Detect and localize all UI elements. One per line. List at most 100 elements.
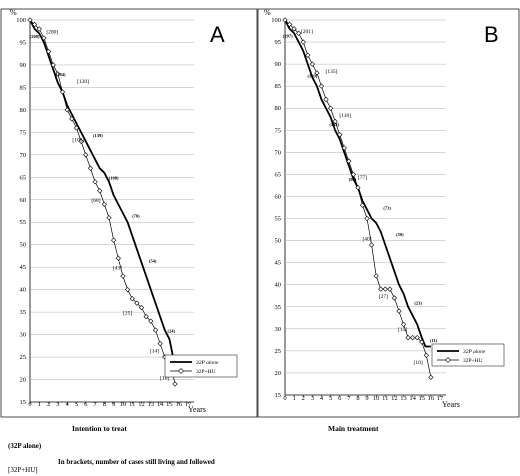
panel-b-point-32p-hu bbox=[282, 17, 288, 23]
panel-b-y-tick-label: 15 bbox=[275, 392, 282, 399]
panel-b-point-32p-hu bbox=[387, 286, 393, 292]
panel-a-grid bbox=[29, 18, 194, 403]
panel-a-annotation-32p-alone: (184) bbox=[56, 72, 66, 77]
panel-b-x-tick-label: 1 bbox=[292, 395, 295, 402]
panel-b-x-ticks: 0 1 2 3 4 5 6 7 8 9 10 11 12 13 14 15 16 17 bbox=[283, 395, 444, 402]
panel-a-series bbox=[27, 17, 178, 387]
panel-a-y-tick-label: 95 bbox=[20, 39, 27, 46]
panel-b-point-32p-hu bbox=[355, 185, 361, 191]
panel-b-point-32p-hu bbox=[414, 335, 420, 341]
panel-a-point-32p-hu bbox=[115, 255, 121, 261]
panel-a-y-tick-label: 45 bbox=[20, 264, 27, 271]
panel-b-point-32p-hu bbox=[341, 145, 347, 151]
panel-a-y-tick-label: 25 bbox=[20, 354, 27, 361]
panel-a-point-32p-hu bbox=[157, 340, 163, 347]
panel-b-legend-label-32p: 32P alone bbox=[462, 349, 486, 355]
panel-b-y-tick-label: 20 bbox=[275, 370, 282, 377]
panel-b-legend-label-hu: 32P+HU bbox=[463, 358, 483, 364]
panel-b-annotation-32p-hu: [10] bbox=[414, 360, 423, 366]
panel-b-x-tick-label: 0 bbox=[283, 395, 286, 402]
panel-a-point-32p-hu bbox=[134, 300, 140, 306]
panel-b-point-32p-hu bbox=[286, 21, 293, 28]
panel-b-point-32p-hu bbox=[337, 132, 343, 138]
panel-a-x-tick-label: 7 bbox=[93, 401, 97, 408]
panel-a-annotation-32p-hu: [14] bbox=[150, 349, 159, 355]
panel-a-point-32p-hu bbox=[120, 273, 126, 279]
panel-a-point-32p-hu bbox=[172, 381, 178, 387]
panel-a-y-tick-label: 90 bbox=[20, 62, 27, 69]
panel-a-point-32p-hu bbox=[32, 21, 38, 28]
panel-b: B % Years Main treatment 152025303540455… bbox=[257, 8, 520, 433]
panel-b-letter: B bbox=[484, 22, 499, 47]
panel-a-legend-label-32p: 32P alone bbox=[195, 360, 219, 366]
panel-b-point-32p-hu bbox=[400, 321, 407, 328]
panel-a-frame bbox=[0, 8, 258, 418]
panel-b-y-tick-label: 30 bbox=[275, 326, 282, 333]
panel-b-x-tick-label: 16 bbox=[428, 395, 435, 402]
panel-a-point-32p-hu bbox=[50, 62, 56, 68]
panel-b-x-tick-label: 17 bbox=[437, 395, 444, 402]
panel-a-x-tick-label: 5 bbox=[75, 401, 78, 408]
panel-b-x-tick-label: 15 bbox=[419, 395, 426, 402]
panel-a-annotation-32p-hu: [200] bbox=[46, 29, 58, 35]
panel-a-y-tick-label: 70 bbox=[20, 152, 27, 159]
panel-a-x-ticks: 0 1 2 3 4 5 6 7 8 9 10 11 12 13 14 15 16 17 bbox=[28, 401, 192, 408]
panel-a-annotations: (208)(184)(139)(108)(78)(54)(24)(11)[200… bbox=[30, 29, 184, 381]
panel-a-y-tick-label: 80 bbox=[20, 107, 27, 114]
panel-b-point-32p-hu bbox=[405, 335, 411, 341]
panel-a-point-32p-hu bbox=[148, 318, 154, 324]
panel-b-point-32p-hu bbox=[423, 352, 429, 358]
panel-b-legend-diamond-icon bbox=[445, 357, 451, 363]
panel-a-point-32p-hu bbox=[55, 71, 61, 77]
panel-b-annotation-32p-alone: (99) bbox=[349, 177, 357, 182]
panel-b-point-32p-hu bbox=[346, 158, 352, 164]
panel-a-annotation-32p-hu: [103] bbox=[72, 137, 84, 143]
panel-b-annotation-32p-alone: (169) bbox=[307, 73, 317, 78]
panel-a-legend-label-hu: 32P+HU bbox=[196, 369, 216, 375]
panel-b-point-32p-hu bbox=[391, 295, 398, 301]
panel-b-annotation-32p-hu: [201] bbox=[301, 29, 313, 35]
panel-a-x-tick-label: 4 bbox=[66, 401, 70, 408]
panel-a-point-32p-hu bbox=[69, 116, 75, 122]
panel-b-annotation-32p-alone: (11) bbox=[430, 338, 438, 343]
panel-b-point-32p-hu bbox=[382, 286, 388, 292]
panel-a-x-tick-label: 16 bbox=[175, 401, 182, 408]
panel-a-y-tick-label: 50 bbox=[20, 242, 27, 249]
panel-a-x-tick-label: 17 bbox=[185, 401, 192, 408]
panel-a-point-32p-hu bbox=[64, 107, 70, 113]
panel-a-point-32p-hu bbox=[83, 152, 89, 158]
panel-b-series bbox=[282, 17, 434, 380]
panel-b-y-tick-label: 35 bbox=[275, 304, 282, 311]
panel-a-legend: 32P alone 32P+HU bbox=[164, 354, 238, 378]
panel-a-y-tick-label: 100 bbox=[16, 17, 26, 24]
panel-a-annotation-32p-alone: (78) bbox=[132, 214, 140, 219]
panel-b-annotation-32p-alone: (73) bbox=[383, 206, 391, 211]
panel-a-xlabel: Years bbox=[188, 405, 206, 414]
panel-a-point-32p-hu bbox=[101, 201, 107, 207]
panel-b-x-tick-label: 14 bbox=[409, 395, 416, 402]
panel-b-y-tick-label: 90 bbox=[275, 61, 282, 68]
panel-a-x-tick-label: 12 bbox=[138, 401, 145, 408]
panel-a-y-tick-label: 35 bbox=[20, 309, 27, 316]
panel-b-xlabel: Years bbox=[442, 400, 460, 409]
panel-a-point-32p-hu bbox=[138, 304, 145, 311]
panel-b-annotation-32p-alone: (50) bbox=[396, 232, 404, 237]
panel-b-x-tick-label: 8 bbox=[356, 395, 359, 402]
panel-b-y-tick-label: 40 bbox=[275, 282, 282, 289]
panel-b-point-32p-hu bbox=[373, 273, 379, 279]
panel-b-x-tick-label: 3 bbox=[311, 395, 314, 402]
panel-a-x-tick-label: 11 bbox=[129, 401, 135, 408]
panel-b-point-32p-hu bbox=[359, 202, 366, 208]
panel-b-annotation-32p-hu: [77] bbox=[358, 175, 367, 181]
panel-b-y-tick-label: 80 bbox=[275, 105, 282, 112]
panel-a-letter: A bbox=[210, 22, 225, 47]
panel-b-annotation-32p-alone: (23) bbox=[414, 301, 422, 306]
panel-a-point-32p-hu bbox=[106, 215, 112, 221]
panel-a-y-tick-label: 60 bbox=[20, 197, 27, 204]
panel-b-y-tick-label: 95 bbox=[275, 39, 282, 46]
panel-a-point-32p-hu bbox=[41, 35, 47, 41]
panel-b-point-32p-hu bbox=[332, 118, 338, 125]
panel-a-point-32p-hu bbox=[152, 327, 159, 333]
panel-b-x-tick-label: 10 bbox=[373, 395, 380, 402]
footer-hu-label: [32P+HU] bbox=[8, 466, 38, 474]
